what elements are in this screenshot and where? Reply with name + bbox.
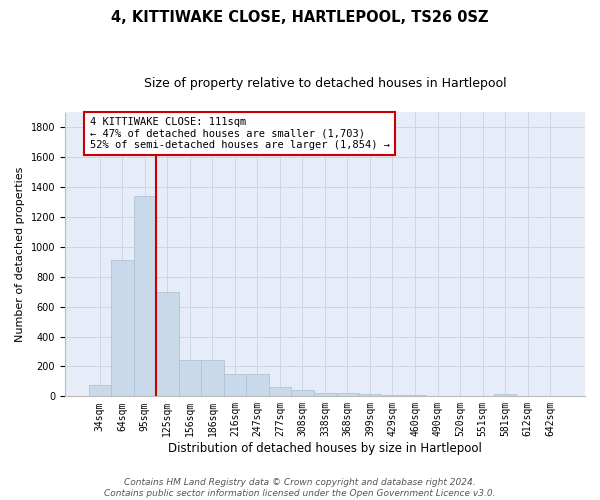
Bar (111, 260, 134, 396)
Bar (89, 385, 111, 396)
X-axis label: Distribution of detached houses by size in Hartlepool: Distribution of detached houses by size … (168, 442, 482, 455)
Bar (201, 360, 224, 397)
Bar (179, 360, 201, 397)
Bar (246, 374, 269, 396)
Bar (359, 394, 381, 396)
Text: 4 KITTIWAKE CLOSE: 111sqm
← 47% of detached houses are smaller (1,703)
52% of se: 4 KITTIWAKE CLOSE: 111sqm ← 47% of detac… (89, 117, 389, 150)
Bar (404, 395, 426, 396)
Title: Size of property relative to detached houses in Hartlepool: Size of property relative to detached ho… (143, 78, 506, 90)
Bar (269, 386, 291, 396)
Bar (134, 196, 156, 396)
Text: 4, KITTIWAKE CLOSE, HARTLEPOOL, TS26 0SZ: 4, KITTIWAKE CLOSE, HARTLEPOOL, TS26 0SZ (111, 10, 489, 25)
Bar (494, 394, 517, 396)
Text: Contains HM Land Registry data © Crown copyright and database right 2024.
Contai: Contains HM Land Registry data © Crown c… (104, 478, 496, 498)
Bar (314, 392, 336, 396)
Bar (291, 390, 314, 396)
Bar (156, 292, 179, 397)
Bar (381, 395, 404, 396)
Y-axis label: Number of detached properties: Number of detached properties (15, 166, 25, 342)
Bar (336, 394, 359, 396)
Bar (224, 374, 246, 396)
